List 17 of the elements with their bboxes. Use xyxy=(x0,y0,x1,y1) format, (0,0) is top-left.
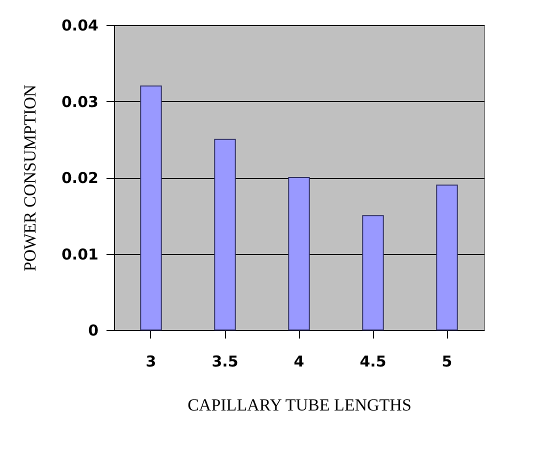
x-axis-title: CAPILLARY TUBE LENGTHS xyxy=(188,396,412,414)
y-tick-label: 0.03 xyxy=(61,92,98,111)
bar xyxy=(288,177,310,330)
y-tick-label: 0.04 xyxy=(61,16,98,34)
x-tick-label: 3 xyxy=(146,352,156,370)
y-tick-label: 0.01 xyxy=(61,245,98,264)
y-tick-label: 0.02 xyxy=(61,169,98,187)
x-tick-label: 4 xyxy=(294,352,304,370)
x-tick-label: 4.5 xyxy=(360,352,386,370)
y-tick-label: 0 xyxy=(88,322,98,340)
bar xyxy=(362,215,384,330)
y-axis-title: POWER CONSUMPTION xyxy=(20,84,40,272)
x-tick-label: 3.5 xyxy=(212,352,238,370)
bar xyxy=(140,86,162,330)
bar xyxy=(436,184,458,330)
x-tick-label: 5 xyxy=(442,352,452,370)
bar xyxy=(214,138,236,330)
